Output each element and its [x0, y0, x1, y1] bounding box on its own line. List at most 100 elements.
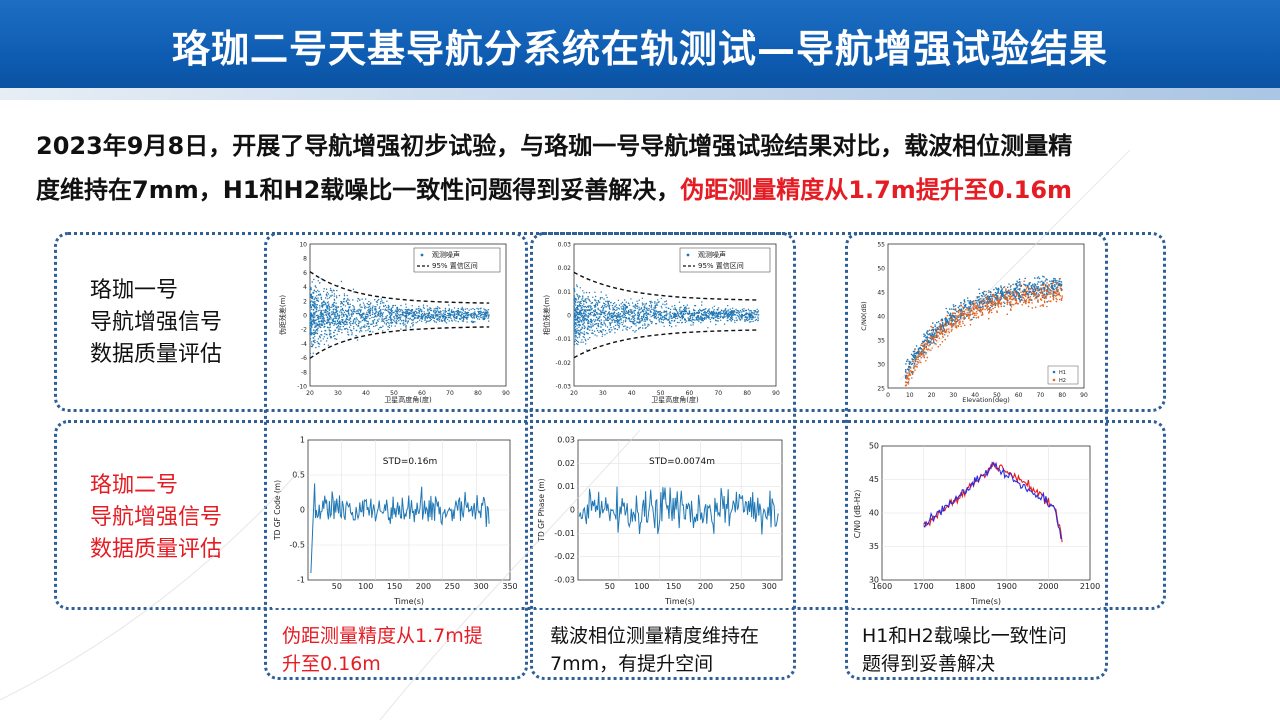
scatter-point [1051, 284, 1053, 287]
scatter-point [573, 296, 576, 298]
caption-line: 载波相位测量精度维持在 [550, 625, 760, 647]
scatter-point [315, 310, 318, 313]
scatter-point [311, 319, 313, 321]
scatter-point [718, 312, 720, 314]
scatter-point [338, 317, 340, 319]
x-tick-label: 1800 [955, 582, 975, 591]
scatter-point [641, 315, 643, 318]
y-tick-labels: 0.030.020.010-0.01-0.02-0.03 [555, 242, 571, 391]
scatter-point [933, 341, 935, 344]
scatter-point [394, 304, 396, 307]
scatter-point [342, 322, 344, 324]
scatter-point [937, 345, 940, 348]
scatter-point [1017, 302, 1020, 305]
scatter-point [656, 312, 659, 314]
scatter-point [345, 310, 348, 312]
scatter-point [314, 326, 316, 329]
scatter-point [373, 316, 375, 319]
y-tick-labels: 10.50-0.5-1 [289, 436, 305, 585]
scatter-point [980, 306, 982, 309]
scatter-point [364, 318, 366, 321]
scatter-point [388, 305, 390, 308]
scatter-point [708, 310, 710, 313]
scatter-point [346, 318, 349, 321]
scatter-point [715, 319, 717, 322]
scatter-point [933, 336, 936, 339]
scatter-point [630, 320, 632, 323]
scatter-point [990, 311, 993, 314]
summary-line-2: 度维持在7mm，H1和H2载噪比一致性问题得到妥善解决，伪距测量精度从1.7m提… [36, 168, 1251, 212]
scatter-point [416, 321, 419, 323]
scatter-point [310, 327, 312, 330]
scatter-point [662, 319, 665, 321]
scatter-point [346, 323, 348, 325]
scatter-point [917, 349, 920, 351]
scatter-point [331, 306, 333, 308]
scatter-point [336, 289, 338, 292]
scatter-point [361, 306, 363, 308]
scatter-point [440, 313, 442, 315]
scatter-point [987, 295, 989, 297]
scatter-point [584, 326, 586, 328]
scatter-point [318, 335, 321, 337]
scatter-point [609, 313, 611, 315]
scatter-point [1023, 280, 1025, 282]
scatter-point [711, 313, 714, 315]
scatter-point [655, 304, 657, 306]
scatter-point [651, 322, 653, 325]
scatter-point [578, 312, 581, 314]
scatter-point [949, 315, 952, 318]
scatter-point [586, 349, 588, 351]
scatter-point [757, 310, 760, 312]
scatter-point [430, 314, 432, 316]
scatter-point [1052, 281, 1055, 284]
scatter-point [392, 319, 395, 321]
scatter-point [935, 334, 937, 337]
scatter-point [387, 306, 390, 309]
scatter-point [606, 296, 608, 299]
scatter-point [665, 300, 667, 302]
y-tick-label: 10 [299, 242, 307, 249]
scatter-point [432, 315, 434, 317]
scatter-point [950, 330, 953, 332]
scatter-point [1003, 291, 1006, 294]
scatter-point [1050, 286, 1052, 288]
scatter-point [437, 309, 439, 311]
scatter-point [331, 291, 333, 293]
y-tick-label: 0.02 [558, 265, 572, 272]
scatter-point [579, 305, 581, 307]
scatter-point [1039, 305, 1042, 307]
scatter-point [385, 309, 388, 312]
scatter-point [656, 310, 658, 313]
scatter-point [344, 305, 347, 307]
scatter-point [682, 312, 684, 315]
scatter-point [904, 384, 907, 387]
scatter-point [651, 301, 653, 304]
scatter-point [334, 329, 336, 331]
scatter-point [460, 316, 462, 318]
scatter-point [451, 310, 453, 312]
caption-line: H1和H2载噪比一致性问 [862, 625, 1067, 647]
scatter-point [394, 310, 396, 312]
scatter-point [1023, 298, 1026, 300]
scatter-point [699, 308, 701, 311]
scatter-point [616, 316, 618, 318]
scatter-point [912, 350, 915, 353]
scatter-point [583, 336, 585, 339]
scatter-point [942, 326, 945, 328]
scatter-point [309, 332, 311, 335]
scatter-point [1055, 281, 1058, 284]
scatter-point [332, 310, 334, 313]
scatter-point [689, 319, 691, 322]
scatter-point [1006, 303, 1009, 306]
scatter-point [416, 317, 418, 320]
scatter-point [1049, 289, 1051, 291]
scatter-point [357, 324, 360, 326]
scatter-point [1006, 286, 1009, 289]
scatter-point [580, 314, 582, 316]
y-axis-label: TD GF Phase (m) [537, 478, 546, 542]
scatter-point [625, 305, 627, 307]
scatter-point [600, 291, 602, 293]
scatter-point [315, 297, 317, 300]
scatter-point [655, 306, 657, 309]
